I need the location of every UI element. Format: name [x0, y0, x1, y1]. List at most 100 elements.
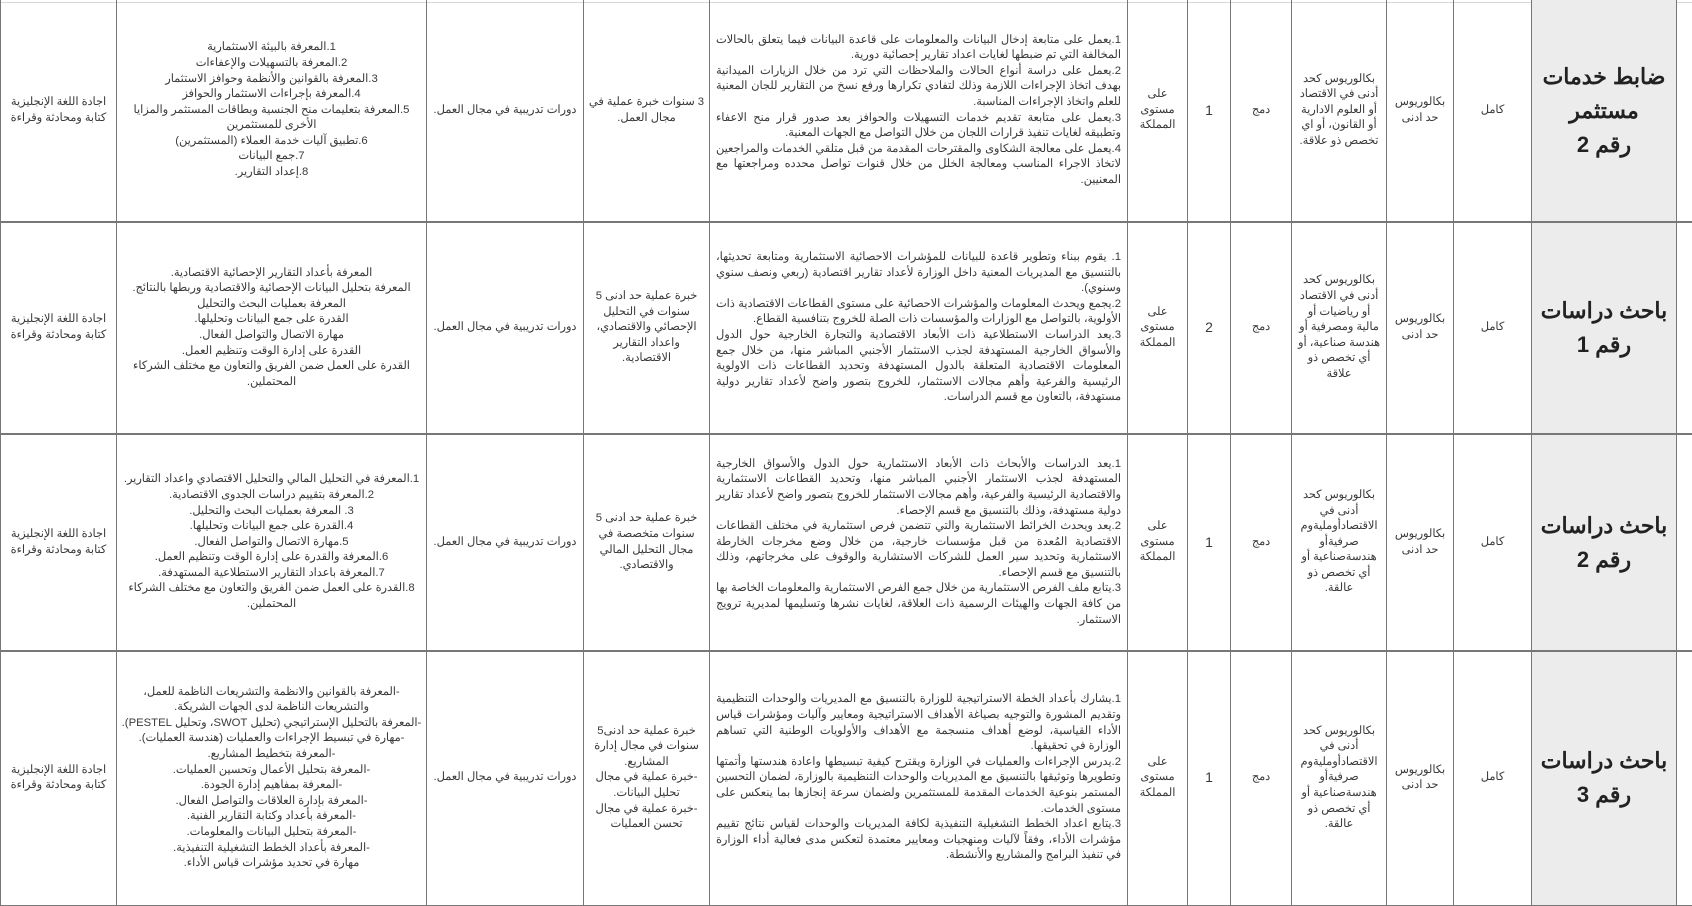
- experience-item: -خبرة عملية في مجال تحليل البيانات.: [588, 770, 705, 801]
- merge-cell: دمج: [1231, 434, 1292, 651]
- experience-cell: 3 سنوات خبرة عملية في مجال العمل.: [584, 0, 710, 222]
- employment-type-cell: كامل: [1454, 434, 1532, 651]
- task-item: 2.يجمع ويحدث المعلومات والمؤشرات الاحصائ…: [716, 297, 1121, 328]
- training-cell: دورات تدريبية في مجال العمل.: [427, 0, 584, 222]
- task-item: 2.يدرس الإجراءات والعمليات في الوزارة وي…: [716, 755, 1121, 817]
- skill-item: 2.المعرفة بتقييم دراسات الجدوى الاقتصادي…: [121, 488, 422, 504]
- skill-item: -المعرفة بمفاهيم إدارة الجودة.: [121, 778, 422, 794]
- skill-item: المعرفة بعمليات البحث والتحليل: [121, 297, 422, 313]
- specialization-cell: بكالوريوس كحد أدنى في الاقتصاد أو رياضيا…: [1292, 222, 1387, 434]
- merge-cell: دمج: [1231, 222, 1292, 434]
- location-cell: على مستوى المملكة: [1128, 0, 1188, 222]
- skill-item: -المعرفة بالتحليل الإستراتيجي (تحليل SWO…: [121, 716, 422, 732]
- merge-cell: دمج: [1231, 651, 1292, 905]
- language-cell: اجادة اللغة الإنجليزية كتابة ومحادثة وقر…: [1, 222, 117, 434]
- task-item: 2.يعد ويحدث الخرائط الاستثمارية والتي تت…: [716, 519, 1121, 581]
- experience-item: خبرة عملية حد ادنى5 سنوات في مجال إدارة …: [588, 724, 705, 771]
- row-edge-cell: [1677, 222, 1692, 434]
- task-item: 1.يعد الدراسات والأبحاث ذات الأبعاد الاس…: [716, 457, 1121, 519]
- job-title-line: مستثمر: [1536, 94, 1672, 128]
- skill-item: -المعرفة بإدارة العلاقات والتواصل الفعال…: [121, 794, 422, 810]
- training-cell: دورات تدريبية في مجال العمل.: [427, 434, 584, 651]
- skill-item: 6.تطبيق آليات خدمة العملاء (المستثمرين): [121, 134, 422, 150]
- skill-item: المعرفة بتحليل البيانات الإحصائية والاقت…: [121, 281, 422, 297]
- task-item: 4.يعمل على معالجة الشكاوى والمقترحات الم…: [716, 142, 1121, 189]
- skill-item: 1.المعرفة في التحليل المالي والتحليل الا…: [121, 472, 422, 488]
- task-item: 1.يعمل على متابعة إدخال البيانات والمعلو…: [716, 33, 1121, 64]
- employment-type-cell: كامل: [1454, 651, 1532, 905]
- qualification-cell: بكالوريوس حد ادنى: [1387, 651, 1454, 905]
- skill-item: 7.المعرفة باعداد التقارير الاستطلاعية ال…: [121, 566, 422, 582]
- skill-item: 8.إعداد التقارير.: [121, 165, 422, 181]
- experience-cell: خبرة عملية حد ادنى 5 سنوات متخصصة في مجا…: [584, 434, 710, 651]
- training-cell: دورات تدريبية في مجال العمل.: [427, 222, 584, 434]
- experience-item: خبرة عملية حد ادنى 5 سنوات متخصصة في مجا…: [588, 511, 705, 573]
- job-title-line: ضابط خدمات: [1536, 60, 1672, 94]
- vacancy-count-cell: 1: [1188, 651, 1231, 905]
- task-item: 3.يتابع ملف الفرص الاستثمارية من خلال جم…: [716, 581, 1121, 628]
- skill-item: -المعرفة بالقوانين والانظمة والتشريعات ا…: [121, 685, 422, 716]
- location-cell: على مستوى المملكة: [1128, 222, 1188, 434]
- skill-item: -المعرفة بأعداد الخطط التشغيلية التنفيذي…: [121, 841, 422, 857]
- skill-item: القدرة على العمل ضمن الفريق والتعاون مع …: [121, 359, 422, 390]
- skill-item: 4.المعرفة بإجراءات الاستثمار والحوافز: [121, 87, 422, 103]
- tasks-cell: 1.يشارك بأعداد الخطة الاستراتيجية للوزار…: [710, 651, 1128, 905]
- job-title-line: رقم 2: [1536, 128, 1672, 162]
- vacancy-count-cell: 1: [1188, 0, 1231, 222]
- job-title-line: رقم 3: [1536, 778, 1672, 812]
- specialization-cell: بكالوريوس كحد أدنى في الاقتصاد أو العلوم…: [1292, 0, 1387, 222]
- qualification-cell: بكالوريوس حد ادنى: [1387, 222, 1454, 434]
- skill-item: القدرة على جمع البيانات وتحليلها.: [121, 312, 422, 328]
- experience-cell: خبرة عملية حد ادنى5 سنوات في مجال إدارة …: [584, 651, 710, 905]
- task-item: 3.يتابع اعداد الخطط التشغيلية التنفيذية …: [716, 817, 1121, 864]
- qualification-cell: بكالوريوس حد ادنى: [1387, 434, 1454, 651]
- specialization-cell: بكالوريوس كحد أدنى في الاقتصادأومليةوم ص…: [1292, 434, 1387, 651]
- experience-item: خبرة عملية حد ادنى 5 سنوات في التحليل ال…: [588, 289, 705, 367]
- skill-item: 1.المعرفة بالبيئة الاستثمارية: [121, 40, 422, 56]
- row-edge-cell: [1677, 651, 1692, 905]
- skill-item: المعرفة بأعداد التقارير الإحصائية الاقتص…: [121, 266, 422, 282]
- experience-item: -خبرة عملية في مجال تحسن العمليات: [588, 802, 705, 833]
- job-title-line: رقم 2: [1536, 543, 1672, 577]
- vacancy-count-cell: 2: [1188, 222, 1231, 434]
- skill-item: 8.القدرة على العمل ضمن الفريق والتعاون م…: [121, 581, 422, 612]
- skill-item: 3.المعرفة بالقوانين والأنظمة وحوافز الاس…: [121, 72, 422, 88]
- job-title-line: باحث دراسات: [1536, 744, 1672, 778]
- experience-cell: خبرة عملية حد ادنى 5 سنوات في التحليل ال…: [584, 222, 710, 434]
- skill-item: 7.جمع البيانات: [121, 149, 422, 165]
- language-cell: اجادة اللغة الإنجليزية كتابة ومحادثة وقر…: [1, 0, 117, 222]
- merge-cell: دمج: [1231, 0, 1292, 222]
- employment-type-cell: كامل: [1454, 222, 1532, 434]
- job-title-line: رقم 1: [1536, 328, 1672, 362]
- skills-cell: 1.المعرفة في التحليل المالي والتحليل الا…: [117, 434, 427, 651]
- skill-item: 5.المعرفة بتعليمات منح الجنسية وبطاقات ا…: [121, 103, 422, 134]
- skill-item: 3. المعرفة بعمليات البحث والتحليل.: [121, 504, 422, 520]
- task-item: 3.يعمل على متابعة تقديم خدمات التسهيلات …: [716, 111, 1121, 142]
- vacancy-count-cell: 1: [1188, 434, 1231, 651]
- task-item: 2.يعمل على دراسة أنواع الحالات والملاحظا…: [716, 64, 1121, 111]
- skills-cell: المعرفة بأعداد التقارير الإحصائية الاقتص…: [117, 222, 427, 434]
- training-cell: دورات تدريبية في مجال العمل.: [427, 651, 584, 905]
- employment-type-cell: كامل: [1454, 0, 1532, 222]
- language-cell: اجادة اللغة الإنجليزية كتابة ومحادثة وقر…: [1, 434, 117, 651]
- skill-item: -المعرفة بتحليل البيانات والمعلومات.: [121, 825, 422, 841]
- skill-item: -المعرفة بتحليل الأعمال وتحسين العمليات.: [121, 763, 422, 779]
- skill-item: القدرة على إدارة الوقت وتنظيم العمل.: [121, 344, 422, 360]
- location-cell: على مستوى المملكة: [1128, 651, 1188, 905]
- skill-item: مهارة في تحديد مؤشرات قياس الأداء.: [121, 856, 422, 872]
- qualification-cell: بكالوريوس حد ادنى: [1387, 0, 1454, 222]
- language-cell: اجادة اللغة الإنجليزية كتابة ومحادثة وقر…: [1, 651, 117, 905]
- specialization-cell: بكالوريوس كحد أدنى في الاقتصادأومليةوم ص…: [1292, 651, 1387, 905]
- job-title-line: باحث دراسات: [1536, 509, 1672, 543]
- row-edge-cell: [1677, 0, 1692, 222]
- skill-item: 5.مهارة الاتصال والتواصل الفعال.: [121, 535, 422, 551]
